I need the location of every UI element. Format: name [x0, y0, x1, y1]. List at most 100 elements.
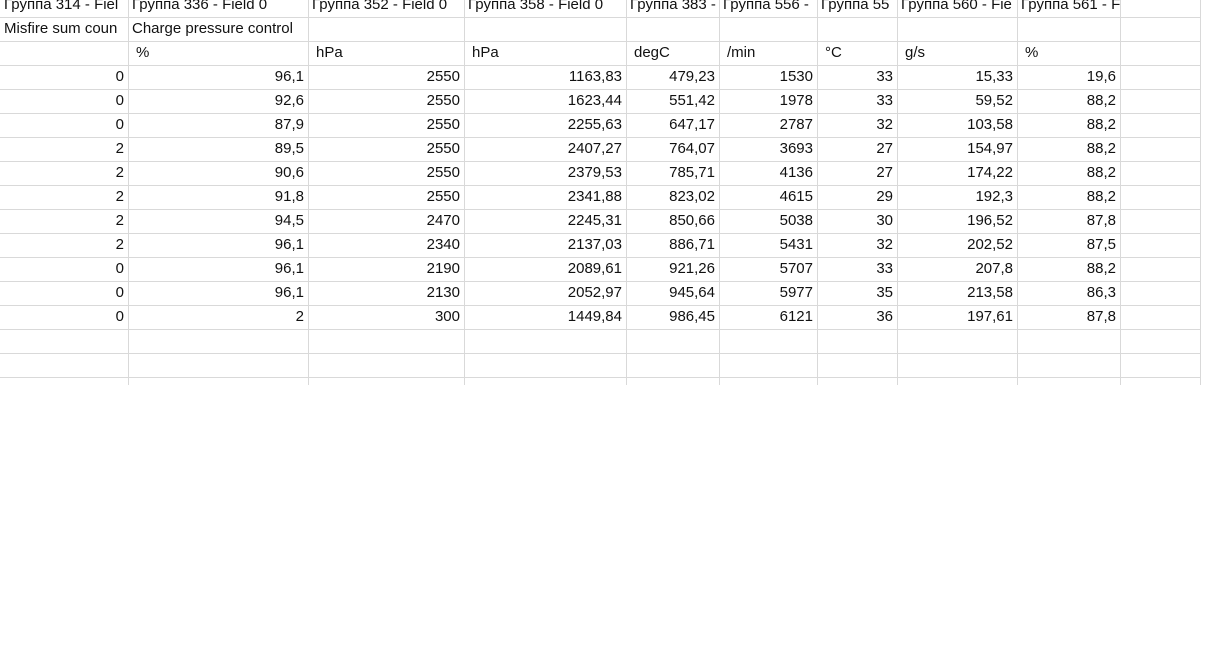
grid-line [0, 281, 1200, 282]
data-cell: 96,1 [274, 284, 304, 301]
data-cell: 2130 [426, 284, 460, 301]
data-cell: 29 [876, 188, 893, 205]
data-cell: 87,8 [1086, 212, 1116, 229]
data-cell: 92,6 [274, 92, 304, 109]
data-cell: 202,52 [967, 236, 1013, 253]
header-cell: Группа 383 - [630, 0, 716, 13]
unit-cell: degC [634, 44, 670, 61]
grid-line [0, 329, 1200, 330]
data-cell: 94,5 [274, 212, 304, 229]
data-cell: 33 [876, 260, 893, 277]
data-cell: 96,1 [274, 68, 304, 85]
data-cell: 2550 [426, 92, 460, 109]
data-cell: 6121 [779, 308, 813, 325]
header-cell: Группа 336 - Field 0 [132, 0, 268, 13]
unit-cell: g/s [905, 44, 926, 61]
grid-line [0, 89, 1200, 90]
data-cell: 59,52 [975, 92, 1013, 109]
data-cell: 89,5 [274, 140, 304, 157]
data-cell: 647,17 [669, 116, 715, 133]
data-cell: 5707 [779, 260, 813, 277]
header-cell: Группа 314 - Fiel [4, 0, 119, 13]
data-cell: 0 [115, 284, 124, 301]
grid-line [0, 185, 1200, 186]
data-cell: 2 [295, 308, 304, 325]
data-cell: 88,2 [1086, 116, 1116, 133]
data-cell: 96,1 [274, 260, 304, 277]
data-cell: 207,8 [975, 260, 1013, 277]
data-cell: 15,33 [975, 68, 1013, 85]
data-cell: 2407,27 [567, 140, 622, 157]
data-cell: 87,8 [1086, 308, 1116, 325]
data-cell: 32 [876, 236, 893, 253]
data-cell: 2341,88 [567, 188, 622, 205]
data-cell: 96,1 [274, 236, 304, 253]
grid-line [0, 161, 1200, 162]
data-cell: 87,9 [274, 116, 304, 133]
data-cell: 551,42 [669, 92, 715, 109]
grid-line [308, 0, 309, 385]
grid-line [897, 0, 898, 385]
header-cell: Группа 561 - Field 0 [1021, 0, 1120, 13]
data-cell: 2550 [426, 140, 460, 157]
data-cell: 35 [876, 284, 893, 301]
data-cell: 2 [115, 140, 124, 157]
header-cell: Группа 358 - Field 0 [468, 0, 604, 13]
grid-line [0, 209, 1200, 210]
unit-cell: % [136, 44, 150, 61]
unit-cell: hPa [316, 44, 343, 61]
grid-line [0, 377, 1200, 378]
data-cell: 764,07 [669, 140, 715, 157]
data-cell: 19,6 [1086, 68, 1116, 85]
data-cell: 154,97 [967, 140, 1013, 157]
data-cell: 0 [115, 308, 124, 325]
grid-line [626, 0, 627, 385]
data-cell: 5977 [779, 284, 813, 301]
unit-cell: % [1025, 44, 1039, 61]
data-cell: 0 [115, 116, 124, 133]
data-cell: 5038 [779, 212, 813, 229]
data-cell: 300 [434, 308, 460, 325]
grid-line [719, 0, 720, 385]
grid-line [0, 305, 1200, 306]
data-cell: 192,3 [975, 188, 1013, 205]
data-cell: 850,66 [669, 212, 715, 229]
data-cell: 2 [115, 236, 124, 253]
data-cell: 479,23 [669, 68, 715, 85]
data-cell: 2550 [426, 188, 460, 205]
unit-cell: °C [825, 44, 842, 61]
data-cell: 2089,61 [567, 260, 622, 277]
header-cell: Группа 560 - Fie [901, 0, 1012, 13]
data-cell: 2190 [426, 260, 460, 277]
data-cell: 823,02 [669, 188, 715, 205]
data-cell: 196,52 [967, 212, 1013, 229]
data-cell: 0 [115, 68, 124, 85]
data-cell: 2550 [426, 68, 460, 85]
data-cell: 4136 [779, 164, 813, 181]
grid-line [817, 0, 818, 385]
grid-line [1200, 0, 1201, 385]
data-cell: 2379,53 [567, 164, 622, 181]
data-cell: 88,2 [1086, 92, 1116, 109]
data-cell: 2 [115, 212, 124, 229]
grid-line [0, 257, 1200, 258]
data-cell: 213,58 [967, 284, 1013, 301]
data-cell: 2550 [426, 116, 460, 133]
data-cell: 33 [876, 92, 893, 109]
data-cell: 2052,97 [567, 284, 622, 301]
data-cell: 90,6 [274, 164, 304, 181]
data-cell: 1978 [779, 92, 813, 109]
grid-line [0, 353, 1200, 354]
data-cell: 32 [876, 116, 893, 133]
data-cell: 5431 [779, 236, 813, 253]
data-cell: 88,2 [1086, 188, 1116, 205]
unit-cell: /min [727, 44, 756, 61]
grid-line [1017, 0, 1018, 385]
data-cell: 921,26 [669, 260, 715, 277]
data-cell: 27 [876, 164, 893, 181]
grid-line [464, 0, 465, 385]
data-cell: 103,58 [967, 116, 1013, 133]
data-cell: 945,64 [669, 284, 715, 301]
data-cell: 2137,03 [567, 236, 622, 253]
